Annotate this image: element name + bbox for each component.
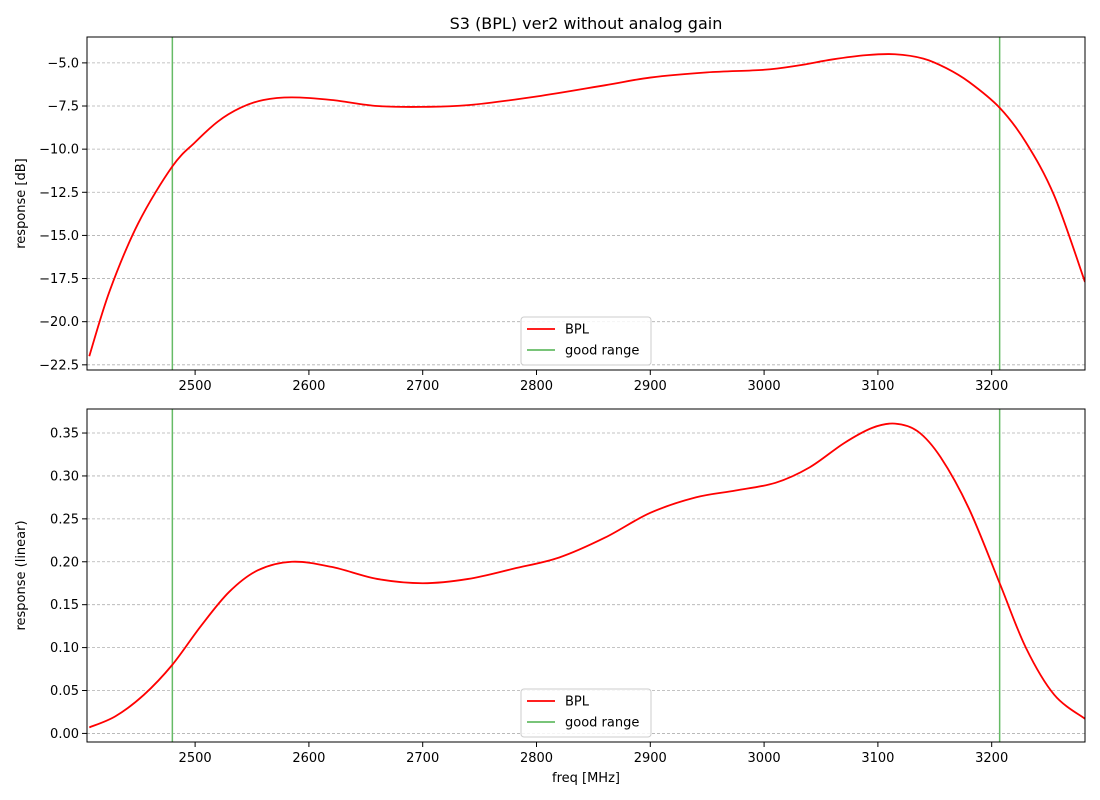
x-tick-label: 2600 (292, 751, 325, 766)
y-tick-label: 0.20 (50, 555, 79, 570)
y-tick-label: −7.5 (47, 100, 79, 115)
legend-label-bpl: BPL (565, 323, 590, 338)
x-axis-label: freq [MHz] (552, 771, 620, 786)
y-tick-label: 0.10 (50, 641, 79, 656)
figure-title: S3 (BPL) ver2 without analog gain (450, 14, 723, 33)
y-tick-label: 0.35 (50, 427, 79, 442)
x-tick-label: 2700 (406, 751, 439, 766)
x-tick-label: 3200 (975, 751, 1008, 766)
y-tick-label: 0.25 (50, 512, 79, 527)
x-tick-label: 2800 (520, 379, 553, 394)
y-tick-label: −12.5 (39, 186, 79, 201)
y-tick-label: 0.00 (50, 727, 79, 742)
y-tick-label: −22.5 (39, 358, 79, 373)
legend-label-good-range: good range (565, 344, 639, 359)
x-tick-label: 2500 (179, 751, 212, 766)
x-tick-label: 2600 (292, 379, 325, 394)
x-tick-label: 2900 (634, 751, 667, 766)
series-line-bpl (88, 53, 1085, 357)
y-axis-label: response (linear) (14, 520, 29, 630)
panel-top-db: 2500 2600 2700 2800 2900 3000 3100 3200 −22.5 −20… (14, 36, 1086, 394)
legend-label-good-range: good range (565, 716, 639, 731)
x-tick-label: 3100 (861, 379, 894, 394)
x-tick-label: 3000 (748, 379, 781, 394)
y-axis-label: response [dB] (14, 158, 29, 249)
axes-frame (86, 36, 1086, 371)
y-tick-label: 0.30 (50, 469, 79, 484)
legend: BPL good range (520, 316, 652, 366)
y-tick-label: −20.0 (39, 315, 79, 330)
x-tick-label: 2700 (406, 379, 439, 394)
x-tick-label: 3200 (975, 379, 1008, 394)
panel-bottom-linear: 2500 2600 2700 2800 2900 3000 3100 3200 0.00 0.05… (14, 408, 1086, 786)
y-tick-label: −10.0 (39, 143, 79, 158)
x-tick-label: 2500 (179, 379, 212, 394)
x-tick-label: 2900 (634, 379, 667, 394)
x-tick-label: 3100 (861, 751, 894, 766)
x-tick-label: 2800 (520, 751, 553, 766)
y-tick-label: 0.05 (50, 684, 79, 699)
series-line-bpl (88, 422, 1085, 729)
legend-label-bpl: BPL (565, 695, 590, 710)
axes-frame (86, 408, 1086, 743)
y-tick-label: −5.0 (47, 56, 79, 71)
legend: BPL good range (520, 688, 652, 738)
x-tick-label: 3000 (748, 751, 781, 766)
y-tick-label: −15.0 (39, 229, 79, 244)
y-tick-label: 0.15 (50, 598, 79, 613)
y-tick-label: −17.5 (39, 272, 79, 287)
